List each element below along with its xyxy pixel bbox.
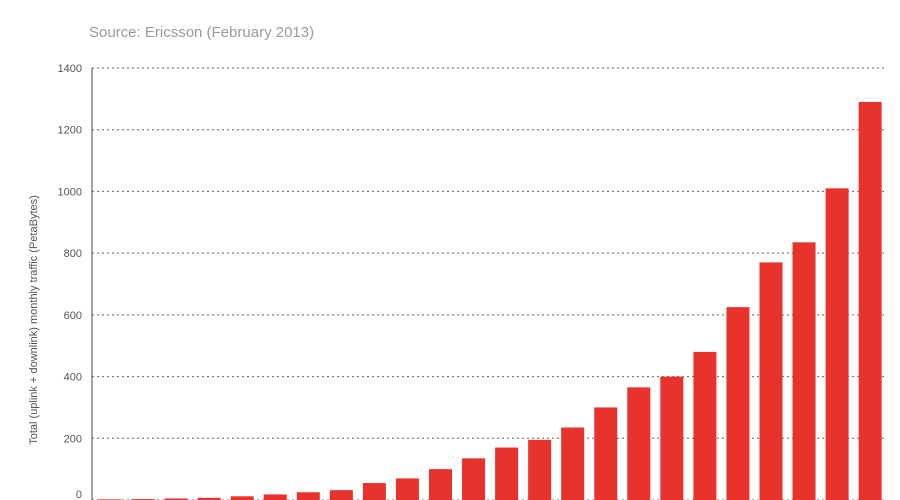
bar (825, 188, 849, 500)
y-tick-label: 1200 (58, 125, 82, 137)
bar (726, 307, 750, 500)
bar (197, 497, 221, 500)
bar (792, 242, 816, 500)
y-tick-label: 1000 (58, 186, 82, 198)
bar (462, 458, 486, 500)
bars (98, 101, 882, 500)
y-tick-label: 1400 (58, 63, 82, 75)
bar (495, 447, 519, 500)
bar (164, 498, 188, 500)
bar (528, 439, 552, 500)
bar (660, 376, 684, 500)
bar (594, 407, 618, 500)
bar (759, 262, 783, 500)
bar (230, 496, 254, 500)
y-tick-label: 200 (64, 433, 82, 445)
grid-lines (92, 67, 885, 500)
source-note: Source: Ericsson (February 2013) (89, 24, 315, 41)
bar (395, 478, 419, 500)
bar (693, 351, 717, 500)
bar (627, 387, 651, 500)
y-tick-label: 400 (64, 372, 82, 384)
bar (362, 483, 386, 500)
bar (263, 494, 287, 500)
bar (429, 469, 452, 500)
y-tick-label: 0 (76, 489, 82, 500)
y-tick-label: 600 (64, 310, 82, 322)
bar (858, 101, 882, 500)
y-tick-labels: 0 200 400 600 800 1000 1200 1400 (58, 63, 82, 500)
bar (561, 427, 585, 500)
y-tick-label: 800 (64, 248, 82, 260)
y-axis-title: Total (uplink + downlink) monthly traffi… (28, 195, 40, 445)
bar (296, 492, 320, 500)
bar (329, 490, 353, 500)
